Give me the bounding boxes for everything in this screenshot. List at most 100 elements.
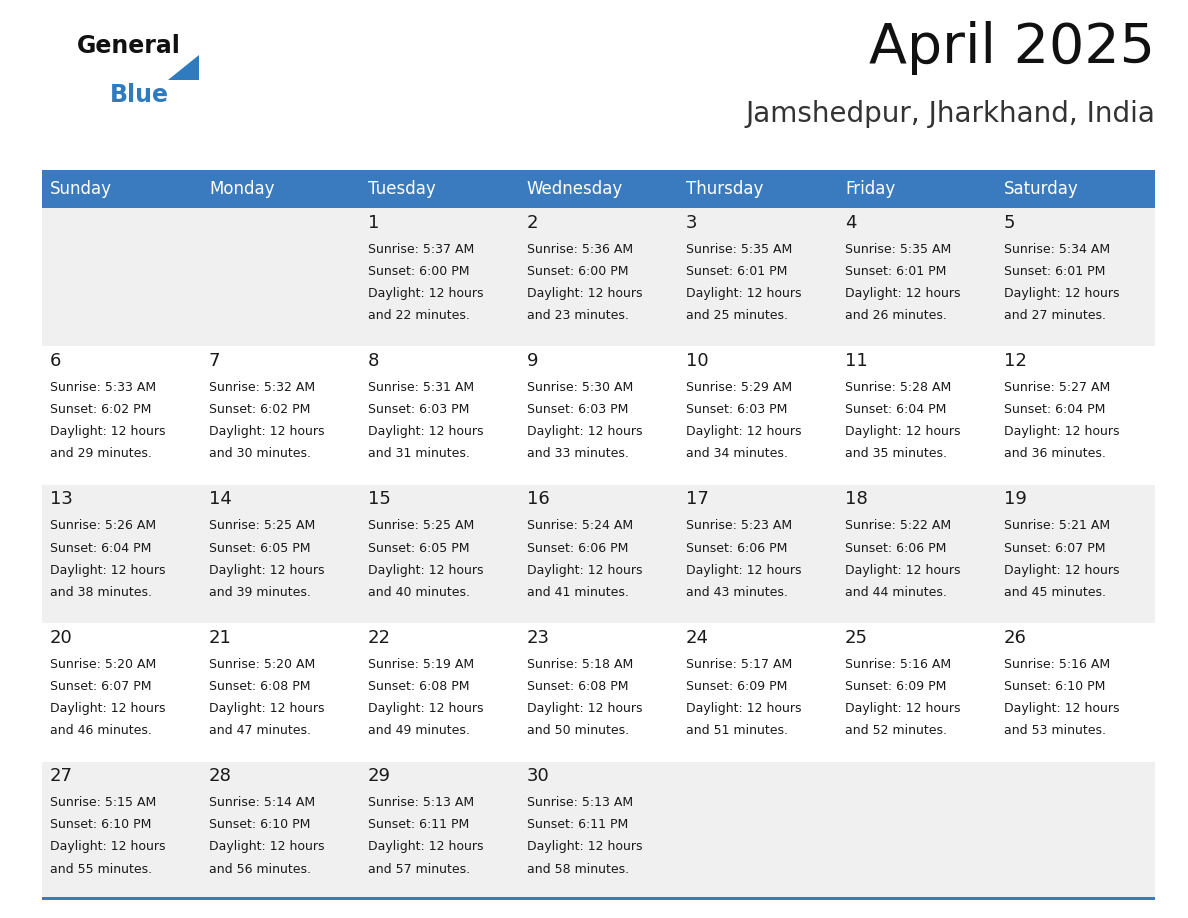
Text: 8: 8 [368, 352, 379, 370]
Text: and 55 minutes.: and 55 minutes. [50, 863, 152, 876]
Text: Sunset: 6:02 PM: Sunset: 6:02 PM [209, 403, 310, 416]
Text: Sunrise: 5:13 AM: Sunrise: 5:13 AM [527, 796, 633, 809]
Text: 16: 16 [527, 490, 550, 509]
Text: and 53 minutes.: and 53 minutes. [1004, 724, 1106, 737]
Text: Sunset: 6:05 PM: Sunset: 6:05 PM [368, 542, 469, 554]
Text: Sunrise: 5:20 AM: Sunrise: 5:20 AM [50, 658, 156, 671]
Text: Sunset: 6:06 PM: Sunset: 6:06 PM [845, 542, 947, 554]
Text: Daylight: 12 hours: Daylight: 12 hours [209, 425, 324, 438]
Text: Sunrise: 5:35 AM: Sunrise: 5:35 AM [685, 242, 792, 255]
Text: and 25 minutes.: and 25 minutes. [685, 309, 788, 322]
Text: 21: 21 [209, 629, 232, 647]
Text: 6: 6 [50, 352, 62, 370]
Text: Sunrise: 5:16 AM: Sunrise: 5:16 AM [1004, 658, 1110, 671]
Text: and 38 minutes.: and 38 minutes. [50, 586, 152, 599]
Text: and 36 minutes.: and 36 minutes. [1004, 447, 1106, 461]
Text: and 52 minutes.: and 52 minutes. [845, 724, 947, 737]
Text: Thursday: Thursday [685, 180, 764, 198]
Text: Sunrise: 5:28 AM: Sunrise: 5:28 AM [845, 381, 952, 394]
Text: Sunset: 6:01 PM: Sunset: 6:01 PM [845, 264, 947, 278]
Text: and 30 minutes.: and 30 minutes. [209, 447, 311, 461]
Text: 7: 7 [209, 352, 221, 370]
Text: 10: 10 [685, 352, 708, 370]
Text: Sunset: 6:00 PM: Sunset: 6:00 PM [368, 264, 469, 278]
Text: Sunset: 6:08 PM: Sunset: 6:08 PM [209, 680, 310, 693]
Text: Daylight: 12 hours: Daylight: 12 hours [368, 702, 484, 715]
Text: and 58 minutes.: and 58 minutes. [527, 863, 630, 876]
Text: General: General [77, 34, 181, 58]
Text: and 46 minutes.: and 46 minutes. [50, 724, 152, 737]
Text: Sunrise: 5:31 AM: Sunrise: 5:31 AM [368, 381, 474, 394]
Text: Daylight: 12 hours: Daylight: 12 hours [527, 702, 643, 715]
Text: and 27 minutes.: and 27 minutes. [1004, 309, 1106, 322]
Text: Sunrise: 5:13 AM: Sunrise: 5:13 AM [368, 796, 474, 809]
Text: Sunrise: 5:35 AM: Sunrise: 5:35 AM [845, 242, 952, 255]
Text: Sunset: 6:07 PM: Sunset: 6:07 PM [1004, 542, 1106, 554]
Text: Sunrise: 5:25 AM: Sunrise: 5:25 AM [368, 520, 474, 532]
Text: Sunset: 6:01 PM: Sunset: 6:01 PM [685, 264, 788, 278]
Text: and 29 minutes.: and 29 minutes. [50, 447, 152, 461]
Text: and 33 minutes.: and 33 minutes. [527, 447, 628, 461]
Text: Daylight: 12 hours: Daylight: 12 hours [50, 702, 165, 715]
Text: Sunrise: 5:24 AM: Sunrise: 5:24 AM [527, 520, 633, 532]
Text: Sunrise: 5:37 AM: Sunrise: 5:37 AM [368, 242, 474, 255]
Text: Sunrise: 5:29 AM: Sunrise: 5:29 AM [685, 381, 792, 394]
Text: Daylight: 12 hours: Daylight: 12 hours [1004, 287, 1119, 300]
Text: Daylight: 12 hours: Daylight: 12 hours [368, 564, 484, 577]
Text: Sunset: 6:11 PM: Sunset: 6:11 PM [368, 818, 469, 832]
Text: Daylight: 12 hours: Daylight: 12 hours [50, 564, 165, 577]
Text: 27: 27 [50, 767, 72, 785]
Text: Daylight: 12 hours: Daylight: 12 hours [845, 702, 960, 715]
Text: and 31 minutes.: and 31 minutes. [368, 447, 469, 461]
Text: Sunday: Sunday [50, 180, 112, 198]
Text: Sunset: 6:08 PM: Sunset: 6:08 PM [368, 680, 469, 693]
Text: 9: 9 [527, 352, 538, 370]
Text: Sunrise: 5:30 AM: Sunrise: 5:30 AM [527, 381, 633, 394]
Text: 12: 12 [1004, 352, 1026, 370]
Text: 22: 22 [368, 629, 391, 647]
Text: 25: 25 [845, 629, 868, 647]
Text: Sunset: 6:04 PM: Sunset: 6:04 PM [845, 403, 947, 416]
Text: Sunset: 6:03 PM: Sunset: 6:03 PM [368, 403, 469, 416]
Text: Sunset: 6:11 PM: Sunset: 6:11 PM [527, 818, 628, 832]
Text: and 50 minutes.: and 50 minutes. [527, 724, 630, 737]
Text: Daylight: 12 hours: Daylight: 12 hours [527, 564, 643, 577]
Text: Daylight: 12 hours: Daylight: 12 hours [685, 564, 802, 577]
Text: Sunset: 6:05 PM: Sunset: 6:05 PM [209, 542, 310, 554]
Text: Sunset: 6:09 PM: Sunset: 6:09 PM [685, 680, 788, 693]
Text: and 49 minutes.: and 49 minutes. [368, 724, 469, 737]
Text: and 41 minutes.: and 41 minutes. [527, 586, 628, 599]
Text: 30: 30 [527, 767, 550, 785]
Text: Sunset: 6:04 PM: Sunset: 6:04 PM [50, 542, 151, 554]
Text: Sunrise: 5:27 AM: Sunrise: 5:27 AM [1004, 381, 1111, 394]
Text: 13: 13 [50, 490, 72, 509]
Text: and 56 minutes.: and 56 minutes. [209, 863, 311, 876]
Text: Daylight: 12 hours: Daylight: 12 hours [685, 287, 802, 300]
Polygon shape [168, 55, 200, 80]
Text: Sunset: 6:04 PM: Sunset: 6:04 PM [1004, 403, 1105, 416]
Text: Daylight: 12 hours: Daylight: 12 hours [845, 425, 960, 438]
Text: Sunset: 6:03 PM: Sunset: 6:03 PM [685, 403, 788, 416]
Text: Sunset: 6:10 PM: Sunset: 6:10 PM [50, 818, 151, 832]
Text: Sunset: 6:06 PM: Sunset: 6:06 PM [685, 542, 788, 554]
Text: Daylight: 12 hours: Daylight: 12 hours [50, 841, 165, 854]
Text: 14: 14 [209, 490, 232, 509]
Text: Sunset: 6:10 PM: Sunset: 6:10 PM [209, 818, 310, 832]
Text: Daylight: 12 hours: Daylight: 12 hours [1004, 425, 1119, 438]
Text: Sunrise: 5:14 AM: Sunrise: 5:14 AM [209, 796, 315, 809]
Text: and 51 minutes.: and 51 minutes. [685, 724, 788, 737]
Text: Daylight: 12 hours: Daylight: 12 hours [527, 287, 643, 300]
Text: Blue: Blue [110, 83, 169, 107]
Text: Wednesday: Wednesday [527, 180, 624, 198]
Text: Daylight: 12 hours: Daylight: 12 hours [527, 841, 643, 854]
Text: Jamshedpur, Jharkhand, India: Jamshedpur, Jharkhand, India [745, 100, 1155, 129]
Text: Sunrise: 5:26 AM: Sunrise: 5:26 AM [50, 520, 156, 532]
Text: Sunrise: 5:22 AM: Sunrise: 5:22 AM [845, 520, 952, 532]
Text: and 40 minutes.: and 40 minutes. [368, 586, 470, 599]
Text: Daylight: 12 hours: Daylight: 12 hours [209, 841, 324, 854]
Text: and 44 minutes.: and 44 minutes. [845, 586, 947, 599]
Text: 17: 17 [685, 490, 709, 509]
Text: Daylight: 12 hours: Daylight: 12 hours [368, 287, 484, 300]
Text: and 26 minutes.: and 26 minutes. [845, 309, 947, 322]
Text: 26: 26 [1004, 629, 1026, 647]
